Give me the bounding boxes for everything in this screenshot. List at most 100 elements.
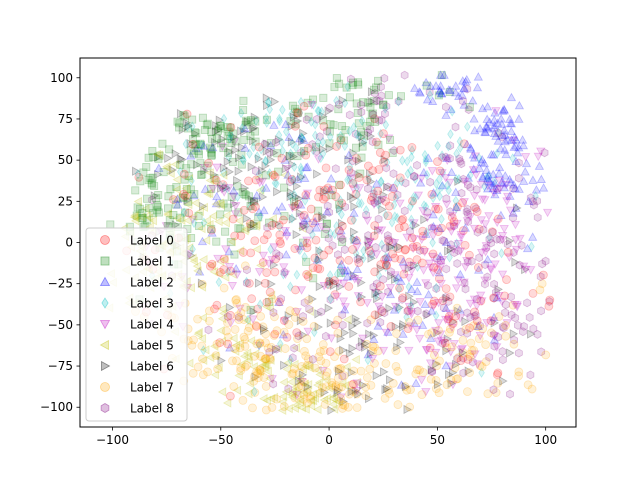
data-point — [301, 150, 311, 160]
data-point — [263, 366, 272, 376]
data-point — [433, 299, 444, 308]
data-point — [509, 132, 520, 141]
data-point — [212, 300, 222, 310]
data-point — [268, 214, 277, 224]
data-point — [217, 183, 226, 193]
data-point — [265, 287, 275, 297]
data-point — [251, 137, 260, 146]
data-point — [493, 368, 503, 378]
data-point — [352, 143, 361, 152]
data-point — [269, 379, 278, 389]
data-point — [263, 343, 273, 353]
data-point — [314, 105, 322, 117]
data-point — [298, 222, 308, 232]
data-point — [308, 218, 318, 228]
data-point — [406, 385, 415, 395]
data-point — [382, 210, 389, 221]
data-point — [208, 184, 218, 194]
data-point — [316, 347, 325, 357]
data-point — [529, 324, 538, 334]
data-point — [224, 203, 233, 212]
data-point — [450, 363, 460, 373]
data-point — [251, 117, 260, 126]
data-point — [259, 394, 268, 404]
data-point — [196, 159, 205, 168]
data-point — [234, 208, 243, 217]
data-point — [376, 260, 386, 269]
data-point — [197, 279, 207, 289]
data-point — [436, 174, 443, 185]
data-point — [287, 281, 294, 292]
data-point — [406, 307, 416, 317]
data-point — [495, 143, 506, 153]
data-point — [319, 111, 328, 121]
data-point — [436, 336, 447, 346]
data-point — [374, 140, 383, 149]
data-point — [408, 151, 415, 163]
data-point — [302, 236, 312, 246]
data-point — [360, 245, 367, 256]
data-point — [258, 165, 267, 176]
data-point — [359, 380, 368, 390]
data-point — [313, 264, 323, 273]
data-point — [313, 155, 324, 164]
data-point — [491, 107, 501, 116]
data-point — [193, 266, 202, 276]
data-point — [317, 152, 324, 164]
data-point — [302, 213, 312, 223]
data-point — [411, 173, 419, 185]
data-point — [398, 329, 408, 338]
data-point — [427, 365, 437, 375]
data-point — [370, 310, 380, 320]
data-point — [295, 394, 305, 405]
data-point — [265, 97, 272, 108]
data-point — [239, 332, 249, 342]
data-point — [143, 216, 152, 225]
data-point — [533, 152, 543, 162]
data-point — [338, 371, 347, 381]
data-point — [500, 291, 510, 301]
data-point — [287, 174, 297, 184]
data-point — [357, 153, 366, 162]
data-point — [416, 246, 424, 255]
data-point — [464, 366, 474, 376]
data-point — [339, 136, 348, 145]
data-point — [441, 110, 451, 119]
data-point — [502, 135, 513, 144]
data-point — [254, 278, 264, 288]
data-point — [411, 220, 421, 230]
data-point — [391, 361, 401, 371]
data-point — [296, 315, 306, 326]
data-point — [529, 196, 537, 206]
data-point — [242, 315, 252, 326]
data-point — [253, 373, 263, 383]
data-point — [211, 198, 222, 208]
data-point — [282, 126, 290, 137]
data-point — [303, 143, 313, 153]
data-point — [441, 237, 452, 246]
data-point — [347, 380, 357, 390]
data-point — [501, 331, 511, 341]
data-point — [210, 177, 219, 187]
data-point — [524, 196, 534, 205]
data-point — [364, 235, 373, 246]
data-point — [501, 321, 511, 330]
data-point — [443, 314, 453, 324]
data-point — [540, 148, 549, 158]
data-point — [225, 147, 235, 157]
legend-entry: Label 1 — [100, 255, 174, 269]
data-point — [228, 157, 237, 166]
data-point — [291, 343, 301, 353]
data-point — [231, 295, 241, 304]
data-point — [528, 175, 538, 184]
data-point — [291, 104, 300, 113]
data-point — [403, 324, 413, 334]
data-point — [347, 168, 355, 178]
data-point — [171, 200, 180, 209]
data-point — [184, 172, 193, 181]
data-point — [131, 186, 140, 195]
data-point — [498, 322, 507, 332]
data-point — [187, 250, 196, 261]
data-point — [200, 184, 211, 193]
data-point — [301, 190, 311, 200]
